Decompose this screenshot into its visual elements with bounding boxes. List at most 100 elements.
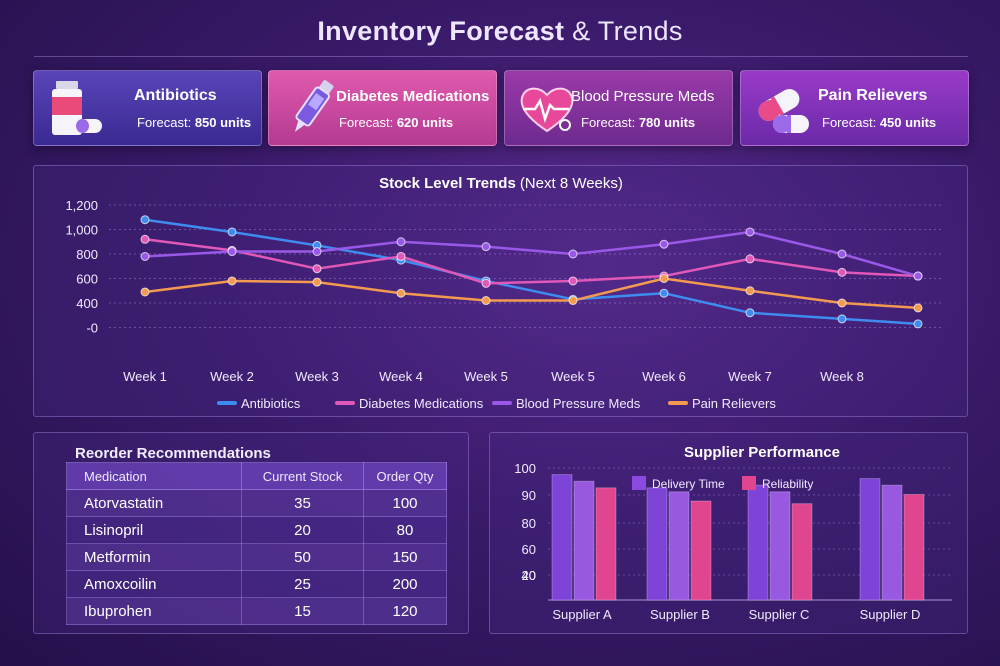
card-pain-relievers[interactable]: Pain Relievers Forecast: 450 units (740, 70, 969, 146)
cell-current-stock: 25 (241, 570, 364, 598)
cell-medication: Lisinopril (66, 516, 242, 544)
data-point (659, 288, 669, 298)
x-tick-label: Week 6 (642, 369, 686, 384)
col-current-stock[interactable]: Current Stock (241, 462, 364, 490)
y-tick-label: 600 (76, 272, 98, 287)
y-tick-label: 20 (522, 568, 536, 583)
bar-reliability (791, 503, 813, 601)
pill-bottle-icon (52, 81, 102, 135)
card-name: Antibiotics (134, 87, 217, 104)
bar-delivery-time (573, 480, 595, 601)
legend-label: Antibiotics (241, 396, 301, 411)
data-point (837, 314, 847, 324)
cell-medication: Ibuprohen (66, 597, 242, 625)
x-tick-label: Week 1 (123, 369, 167, 384)
cell-order-qty: 80 (363, 516, 447, 544)
y-tick-label: -0 (86, 321, 98, 336)
col-medication[interactable]: Medication (66, 462, 242, 490)
data-point (481, 278, 491, 288)
line-chart-title: Stock Level Trends (Next 8 Weeks) (379, 175, 623, 192)
data-point (568, 296, 578, 306)
data-point (568, 249, 578, 259)
data-point (745, 227, 755, 237)
legend-label: Pain Relievers (692, 396, 776, 411)
table-row[interactable]: Atorvastatin 35 100 (66, 489, 447, 517)
forecast-label: Forecast: (822, 115, 877, 130)
table-row[interactable]: Lisinopril 20 80 (66, 516, 447, 544)
card-forecast: Forecast: 450 units (822, 115, 936, 130)
data-point (568, 276, 578, 286)
stock-trends-chart: Stock Level Trends (Next 8 Weeks) 1,200 1,… (65, 175, 944, 411)
card-blood-pressure-meds[interactable]: Blood Pressure Meds Forecast: 780 units (504, 70, 733, 146)
data-point (227, 247, 237, 257)
x-tick-label: Supplier D (860, 607, 921, 622)
page-title-rest: & Trends (564, 16, 683, 46)
card-forecast: Forecast: 850 units (137, 115, 251, 130)
bar-delivery-time (668, 491, 690, 601)
x-tick-label: Week 4 (379, 369, 423, 384)
forecast-value: 620 units (396, 115, 454, 130)
bar-delivery-time (769, 491, 791, 601)
data-point (396, 237, 406, 247)
x-tick-label: Week 7 (728, 369, 772, 384)
y-tick-label: 1,000 (65, 223, 98, 238)
y-tick-label: 90 (522, 488, 536, 503)
forecast-label: Forecast: (581, 115, 636, 130)
cell-medication: Metformin (66, 543, 242, 571)
y-tick-label: 60 (522, 542, 536, 557)
forecast-value: 450 units (879, 115, 937, 130)
table-row[interactable]: Amoxcoilin 25 200 (66, 570, 447, 598)
x-tick-label: Supplier B (650, 607, 710, 622)
table-header-row: Medication Current Stock Order Qty (66, 462, 447, 490)
data-point (312, 247, 322, 257)
x-tick-label: Week 5 (551, 369, 595, 384)
table-row[interactable]: Metformin 50 150 (66, 543, 447, 571)
page-title-bold: Inventory Forecast (317, 16, 565, 46)
cell-order-qty: 120 (363, 597, 447, 625)
bar-delivery-time (551, 474, 573, 601)
bar-reliability (903, 493, 925, 601)
reorder-table: Medication Current Stock Order Qty Atorv… (66, 462, 447, 625)
card-name: Pain Relievers (818, 87, 928, 104)
data-point (745, 308, 755, 318)
data-point (227, 276, 237, 286)
cell-medication: Amoxcoilin (66, 570, 242, 598)
page-title: Inventory Forecast & Trends (0, 16, 1000, 47)
stock-trends-panel: Stock Level Trends (Next 8 Weeks) 1,200 1,… (33, 165, 968, 417)
line-chart-title-main: Stock Level Trends (379, 175, 516, 192)
data-point (837, 249, 847, 259)
col-order-qty[interactable]: Order Qty (363, 462, 447, 490)
data-point (745, 254, 755, 264)
cell-current-stock: 15 (241, 597, 364, 625)
bar-reliability (690, 500, 712, 601)
data-point (140, 215, 150, 225)
card-diabetes-medications[interactable]: Diabetes Medications Forecast: 620 units (268, 70, 497, 146)
forecast-label: Forecast: (339, 115, 394, 130)
legend-swatch (632, 476, 646, 490)
y-tick-label: 80 (522, 516, 536, 531)
forecast-label: Forecast: (137, 115, 192, 130)
legend-label: Reliability (762, 477, 813, 491)
bar-delivery-time (881, 484, 903, 601)
data-point (913, 303, 923, 313)
data-point (312, 277, 322, 287)
x-tick-label: Week 2 (210, 369, 254, 384)
x-tick-label: Week 5 (464, 369, 508, 384)
data-point (312, 264, 322, 274)
data-point (913, 319, 923, 329)
card-antibiotics[interactable]: Antibiotics Forecast: 850 units (33, 70, 262, 146)
forecast-value: 780 units (638, 115, 696, 130)
y-tick-label: 400 (76, 296, 98, 311)
title-divider (34, 56, 968, 57)
data-point (913, 271, 923, 281)
series-line-2 (144, 230, 919, 278)
table-row[interactable]: Ibuprohen 15 120 (66, 597, 447, 625)
cell-current-stock: 20 (241, 516, 364, 544)
card-name: Blood Pressure Meds (571, 88, 715, 105)
data-point (745, 286, 755, 296)
card-forecast: Forecast: 620 units (339, 115, 453, 130)
capsules-icon (758, 89, 809, 133)
data-point (837, 267, 847, 277)
data-point (140, 251, 150, 261)
data-point (659, 239, 669, 249)
